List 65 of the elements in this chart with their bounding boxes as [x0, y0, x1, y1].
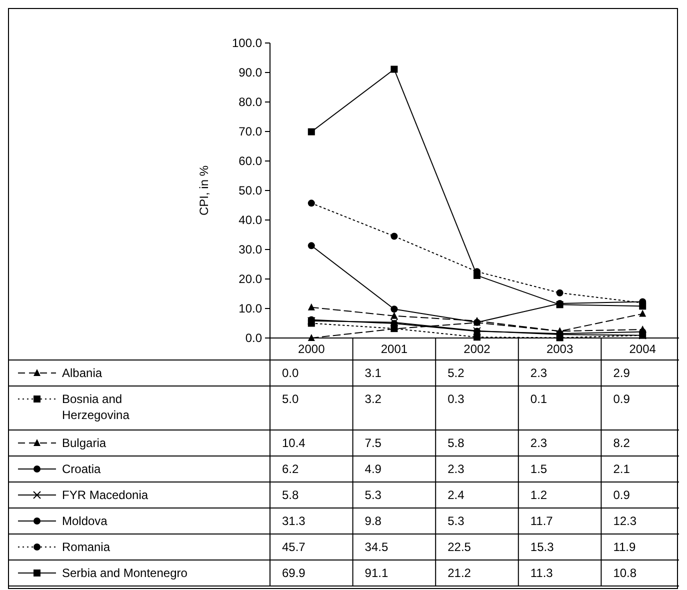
y-tick-label: 0.0: [245, 331, 262, 346]
x-tick-label: 2000: [298, 342, 326, 356]
data-label: 0.3: [448, 392, 465, 406]
data-label: 10.4: [282, 436, 306, 450]
data-label: 0.9: [613, 392, 630, 406]
y-tick-label: 30.0: [238, 242, 262, 257]
legend-label: Bosnia and Herzegovina: [62, 392, 130, 422]
data-label: 3.1: [364, 366, 382, 380]
y-tick-label: 70.0: [238, 124, 262, 139]
data-label: 22.5: [448, 540, 472, 554]
data-label: 2.3: [530, 436, 548, 450]
data-label: 11.9: [613, 540, 636, 554]
legend-label: Albania: [62, 366, 102, 380]
x-tick-label: 2003: [546, 342, 574, 356]
legend-label: Serbia and Montenegro: [62, 566, 188, 580]
data-label: 31.3: [282, 514, 306, 528]
legend-label: Romania: [62, 540, 110, 554]
data-label: 0.1: [530, 392, 548, 406]
legend-label: FYR Macedonia: [62, 488, 148, 502]
y-tick-label: 100.0: [232, 36, 262, 50]
data-label: 45.7: [282, 540, 306, 554]
data-label: 9.8: [364, 514, 382, 528]
x-tick-label: 2002: [464, 342, 491, 356]
data-label: 6.2: [282, 462, 300, 476]
data-label: 1.2: [530, 488, 548, 502]
data-label: 1.5: [530, 462, 548, 476]
data-label: 11.7: [530, 514, 554, 528]
data-label: 34.5: [364, 540, 388, 554]
y-tick-label: 90.0: [238, 66, 262, 80]
data-label: 2.4: [448, 488, 465, 502]
data-label: 5.0: [282, 392, 300, 406]
data-label: 3.2: [364, 392, 382, 406]
data-label: 2.1: [613, 462, 630, 476]
data-label: 5.8: [448, 436, 465, 450]
data-label: 69.9: [282, 566, 306, 580]
data-label: 91.1: [364, 566, 388, 580]
y-tick-label: 80.0: [238, 95, 262, 110]
y-tick-label: 10.0: [238, 302, 262, 316]
y-tick-label: 50.0: [238, 184, 262, 198]
data-label: 2.3: [448, 462, 465, 476]
data-label: 5.3: [448, 514, 465, 528]
y-tick-label: 20.0: [238, 272, 262, 286]
data-label: 5.8: [282, 488, 300, 502]
data-label: 5.3: [364, 488, 382, 502]
data-label: 21.2: [448, 566, 472, 580]
y-tick-label: 60.0: [238, 154, 262, 168]
x-tick-label: 2004: [629, 342, 656, 356]
data-label: 0.9: [613, 488, 630, 502]
data-label: 11.3: [530, 566, 554, 580]
data-label: 8.2: [613, 436, 630, 450]
data-label: 5.2: [448, 366, 465, 380]
y-tick-label: 40.0: [238, 213, 262, 228]
data-label: 7.5: [364, 436, 382, 450]
data-label: 15.3: [530, 540, 554, 554]
y-axis-title: CPI, in %: [197, 165, 211, 216]
legend-label: Bulgaria: [62, 436, 106, 450]
data-label: 12.3: [613, 514, 637, 528]
legend-label: Croatia: [62, 462, 102, 476]
data-label: 2.3: [530, 366, 548, 380]
data-label: 0.0: [282, 366, 300, 380]
x-tick-label: 2001: [380, 342, 408, 356]
data-label: 4.9: [364, 462, 382, 476]
data-label: 10.8: [613, 566, 637, 580]
data-label: 2.9: [613, 366, 630, 380]
legend-label: Moldova: [62, 514, 108, 528]
